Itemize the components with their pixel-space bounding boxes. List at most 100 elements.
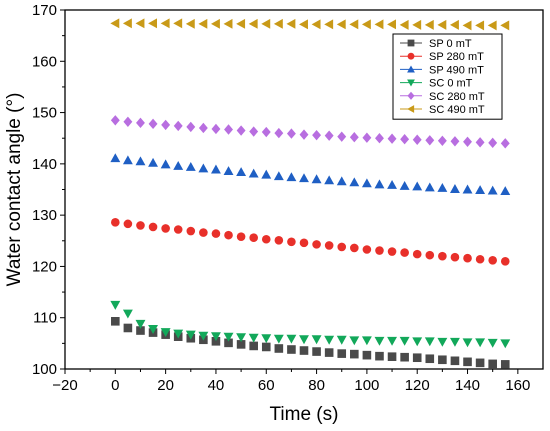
data-point: [161, 224, 170, 233]
data-point: [500, 186, 511, 195]
data-point: [387, 336, 397, 346]
data-point: [450, 136, 460, 147]
data-point: [173, 160, 184, 170]
data-point: [362, 245, 372, 254]
legend-item: SP 0 mT: [400, 38, 472, 50]
data-point: [148, 118, 158, 130]
data-point: [299, 19, 308, 30]
data-point: [299, 346, 309, 355]
legend-label: SC 280 mT: [429, 91, 485, 103]
data-point: [462, 20, 472, 31]
legend-item: SC 280 mT: [400, 91, 485, 103]
data-point: [236, 125, 246, 136]
data-point: [286, 128, 296, 139]
data-point: [311, 19, 321, 30]
series-sp-0-mt: [111, 317, 510, 369]
series-sc-0-mt: [110, 300, 511, 349]
legend-label: SC 0 mT: [429, 78, 473, 90]
x-axis-title: Time (s): [270, 404, 339, 425]
data-point: [450, 252, 460, 262]
data-point: [211, 337, 221, 346]
data-point: [437, 337, 448, 347]
data-point: [336, 176, 347, 186]
data-point: [412, 353, 422, 363]
data-point: [148, 325, 158, 334]
data-point: [312, 129, 322, 141]
x-tick-label: 120: [405, 377, 430, 394]
data-point: [261, 234, 271, 244]
data-point: [463, 136, 472, 147]
data-point: [437, 135, 447, 146]
y-tick-label: 140: [32, 156, 57, 173]
data-point: [186, 226, 196, 236]
data-point: [299, 129, 309, 140]
data-point: [224, 124, 233, 135]
data-point: [336, 335, 347, 345]
data-point: [400, 134, 410, 145]
data-point: [199, 228, 208, 237]
data-point: [362, 350, 372, 360]
data-point: [424, 182, 435, 192]
data-point: [412, 181, 423, 191]
data-point: [337, 349, 347, 358]
y-tick-label: 100: [32, 361, 57, 378]
data-point: [488, 255, 497, 265]
data-point: [425, 354, 435, 364]
data-point: [136, 221, 145, 230]
data-point: [236, 333, 247, 343]
data-point: [110, 300, 121, 310]
data-point: [286, 334, 297, 344]
y-tick-label: 130: [32, 207, 57, 224]
data-point: [148, 222, 158, 232]
data-point: [123, 219, 133, 229]
data-point: [173, 329, 184, 339]
data-point: [412, 249, 422, 259]
data-point: [136, 117, 145, 129]
data-point: [349, 177, 360, 187]
data-point: [273, 18, 283, 29]
y-tick-label: 110: [33, 310, 57, 327]
data-point: [185, 18, 195, 29]
legend-label: SP 490 mT: [429, 64, 484, 76]
data-point: [286, 172, 297, 182]
x-tick-label: 0: [111, 377, 119, 394]
data-point: [111, 218, 120, 227]
data-point: [273, 334, 284, 344]
data-point: [299, 238, 309, 248]
legend-marker: [407, 39, 415, 47]
data-point: [223, 18, 233, 29]
data-point: [488, 137, 498, 149]
y-tick-label: 170: [32, 2, 57, 19]
legend-box: [392, 33, 503, 120]
data-point: [412, 134, 422, 145]
y-tick-label: 120: [32, 258, 57, 275]
data-point: [412, 19, 422, 30]
x-tick-label: 100: [354, 377, 379, 394]
x-tick-label: 80: [308, 377, 325, 394]
legend-marker: [407, 79, 415, 87]
data-point: [198, 122, 208, 134]
data-point: [110, 18, 120, 29]
data-point: [173, 120, 183, 132]
axis-tick-labels: −20 0 20 40 60 80 100 120 140 160 100 110 120 130 140 1…: [32, 2, 530, 394]
data-point: [122, 309, 133, 319]
data-point: [424, 19, 434, 30]
data-point: [500, 339, 511, 349]
data-point: [425, 250, 435, 260]
data-point: [475, 358, 485, 368]
data-point: [487, 338, 498, 348]
legend-marker: [407, 91, 415, 100]
data-point: [425, 135, 435, 146]
data-point: [399, 336, 410, 346]
x-tick-label: −20: [52, 377, 77, 394]
data-point: [488, 359, 497, 369]
data-point: [248, 18, 258, 29]
data-point: [336, 19, 346, 30]
data-point: [287, 345, 296, 354]
data-point: [337, 131, 347, 142]
data-point: [148, 18, 158, 29]
data-point: [438, 251, 447, 261]
data-point: [274, 344, 284, 353]
data-point: [362, 132, 372, 143]
